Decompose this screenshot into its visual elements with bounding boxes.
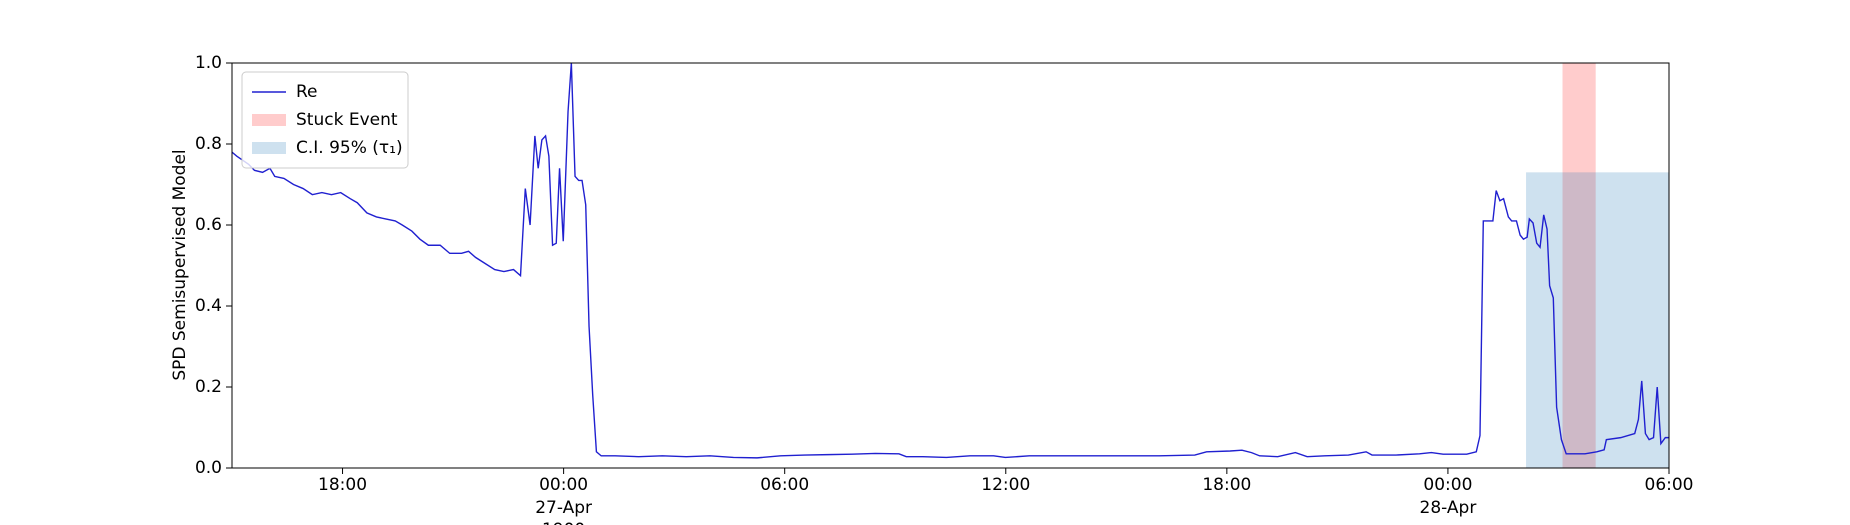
legend-patch — [252, 114, 286, 126]
legend-label: Re — [296, 82, 318, 102]
y-tick-label: 0.2 — [195, 377, 222, 397]
plot-frame — [231, 62, 1670, 469]
legend-label: Stuck Event — [296, 110, 398, 130]
x-tick-label: 00:00 — [539, 475, 588, 495]
x-tick-label: 18:00 — [1202, 475, 1251, 495]
x-tick-label: 06:00 — [760, 475, 809, 495]
y-tick-label: 0.6 — [195, 215, 222, 235]
span-region — [1562, 63, 1596, 468]
y-tick-label: 1.0 — [195, 53, 222, 73]
x-tick-label: 18:00 — [318, 475, 367, 495]
y-axis-label: SPD Semisupervised Model — [170, 149, 190, 380]
legend-label: C.I. 95% (τ₁) — [296, 138, 403, 158]
x-date-label: 1900 — [542, 520, 585, 525]
x-tick-label: 00:00 — [1423, 475, 1472, 495]
x-tick-label: 06:00 — [1645, 475, 1694, 495]
legend-patch — [252, 142, 286, 154]
legend-box — [241, 71, 409, 169]
y-tick-label: 0.0 — [195, 458, 222, 478]
span-region — [1526, 172, 1669, 468]
y-tick-label: 0.8 — [195, 134, 222, 154]
x-date-label: 28-Apr — [1420, 498, 1477, 518]
data-line — [231, 62, 1669, 459]
x-date-label: 27-Apr — [535, 498, 592, 518]
x-tick-label: 12:00 — [981, 475, 1030, 495]
y-tick-label: 0.4 — [195, 296, 222, 316]
